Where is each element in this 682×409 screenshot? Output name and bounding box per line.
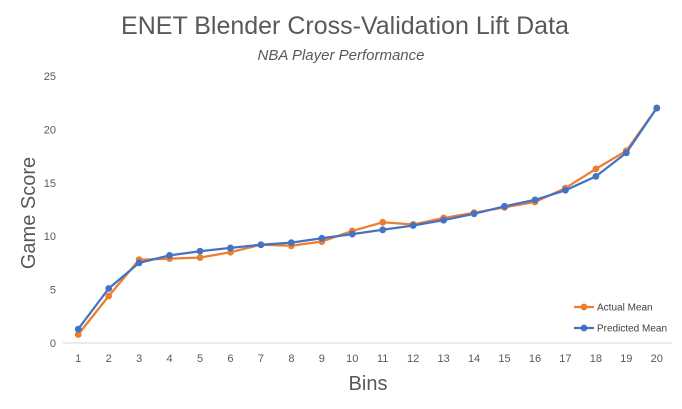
data-point [105,292,113,300]
x-tick-label: 20 [651,353,663,365]
x-tick-label: 6 [227,353,233,365]
y-axis-title: Game Score [18,157,40,269]
data-point [592,172,600,180]
data-point [74,331,82,338]
data-point [409,222,417,229]
y-tick-label: 10 [44,231,56,243]
x-tick-label: 16 [529,353,541,365]
data-point [653,104,661,112]
x-tick-label: 5 [197,353,203,365]
data-point [287,239,295,247]
x-tick-label: 1 [75,353,81,365]
data-point [227,244,234,252]
data-point [440,216,448,224]
x-tick-label: 19 [620,353,632,365]
legend: Actual Mean Predicted Mean [574,303,667,335]
data-point [379,218,387,226]
data-point [257,241,265,249]
data-point [470,210,478,218]
legend-label: Actual Mean [597,303,653,314]
y-tick-label: 5 [50,285,56,297]
data-point [166,252,173,259]
chart-title: ENET Blender Cross-Validation Lift Data [121,12,569,40]
data-point [135,259,143,267]
data-point [562,186,569,194]
data-point [318,234,326,242]
data-point [379,226,387,234]
x-tick-label: 14 [468,353,480,365]
y-tick-label: 15 [44,178,56,190]
data-point [196,254,204,261]
data-point [622,149,630,157]
data-point [592,165,600,173]
series-line [77,107,658,330]
data-point [105,285,113,292]
x-tick-label: 10 [346,353,358,365]
chart-subtitle: NBA Player Performance [257,47,424,64]
x-tick-label: 2 [106,353,112,365]
x-tick-label: 9 [319,353,325,365]
legend-swatch-marker [580,303,588,311]
data-point [501,202,508,210]
data-point [348,230,356,238]
x-tick-label: 12 [407,353,419,365]
data-point [196,247,204,255]
x-tick-label: 4 [167,353,173,365]
data-point [531,196,539,204]
plot-area [74,104,661,338]
x-tick-label: 15 [498,353,510,365]
x-axis-title: Bins [349,373,388,395]
x-tick-label: 13 [438,353,450,365]
x-tick-label: 3 [136,353,142,365]
x-tick-label: 7 [258,353,264,365]
x-tick-label: 17 [559,353,571,365]
y-tick-label: 25 [44,71,56,83]
x-tick-label: 18 [590,353,602,365]
legend-swatch-marker [580,324,588,332]
x-tick-label: 11 [377,353,388,365]
data-point [74,325,82,333]
x-tick-label: 8 [288,353,294,365]
series-line [77,107,658,336]
y-tick-label: 0 [50,338,56,350]
y-tick-label: 20 [44,124,56,136]
legend-label: Predicted Mean [597,324,667,335]
